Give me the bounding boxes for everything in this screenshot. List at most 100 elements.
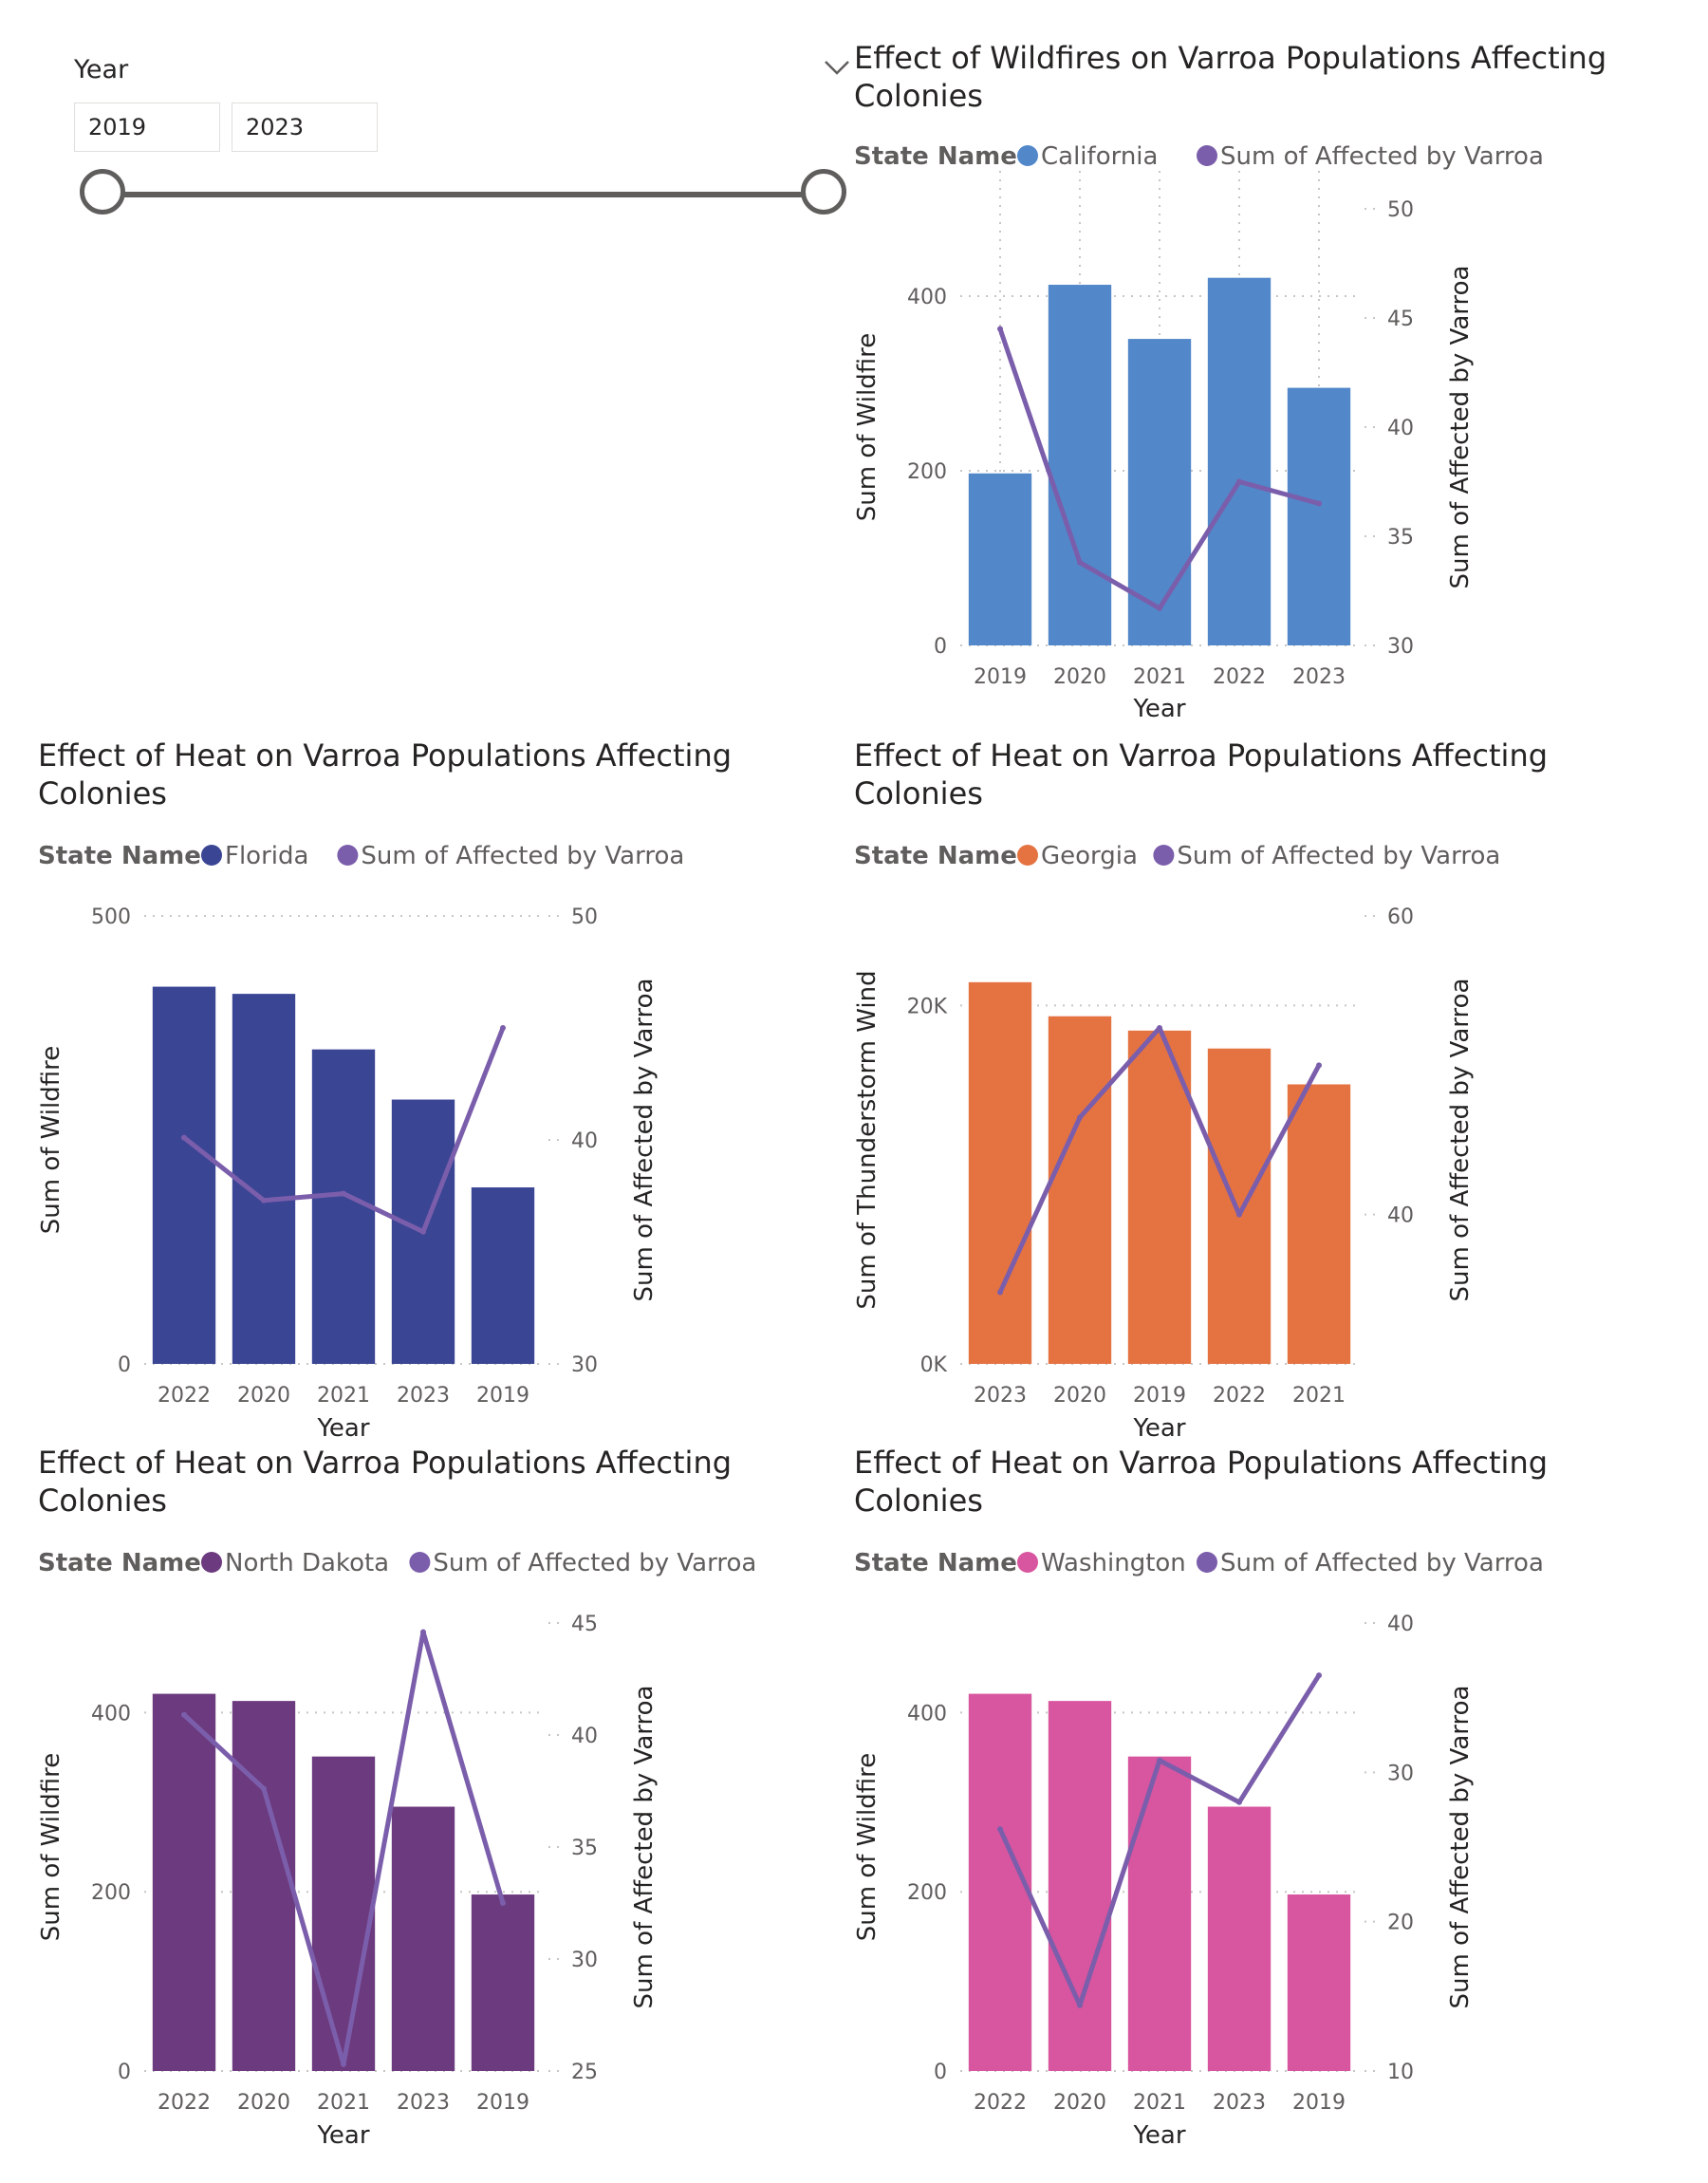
y-tick-label: 0 [118,1353,131,1377]
x-tick-label: 2020 [1053,1384,1106,1408]
y2-tick-label: 10 [1387,2061,1414,2084]
line-point-2019[interactable] [997,326,1003,332]
line-point-2020[interactable] [1077,2002,1083,2008]
line-point-2019[interactable] [500,1025,506,1031]
bar-2023[interactable] [968,981,1032,1364]
line-point-2020[interactable] [1077,559,1083,566]
line-point-2022[interactable] [181,1134,187,1141]
legend-item-washington[interactable]: Washington [1041,1549,1186,1577]
chart-title: Effect of Heat on Varroa Populations Aff… [854,1445,1548,1481]
bar-2021[interactable] [311,1756,376,2071]
slicer-title: Year [74,55,129,84]
bar-2022[interactable] [968,1693,1032,2071]
line-point-2020[interactable] [261,1197,267,1203]
start-year-input[interactable]: 2019 [74,103,220,152]
line-point-2019[interactable] [1316,1672,1322,1679]
bar-2019[interactable] [1287,1894,1351,2071]
bar-2020[interactable] [1048,1701,1112,2071]
legend-item-sum-of-affected-by-varroa[interactable]: Sum of Affected by Varroa [1220,1549,1544,1577]
legend-marker-north-dakota [201,1552,222,1573]
line-point-2023[interactable] [420,1228,426,1235]
bar-2020[interactable] [1048,285,1112,645]
x-tick-label: 2020 [1053,2091,1106,2115]
year-slicer[interactable]: Year 2019 2023 [57,38,854,247]
x-tick-label: 2022 [158,2091,211,2115]
x-axis-label: Year [1132,1414,1185,1443]
north-dakota-svg: Effect of Heat on Varroa Populations Aff… [37,1445,756,2150]
bar-2020[interactable] [232,994,296,1364]
legend-item-sum-of-affected-by-varroa[interactable]: Sum of Affected by Varroa [433,1549,756,1577]
end-year-input[interactable]: 2023 [232,103,378,152]
chevron-down-icon[interactable] [820,53,854,82]
bar-2022[interactable] [1207,277,1272,645]
line-point-2022[interactable] [1236,478,1242,485]
bar-2019[interactable] [1127,1030,1192,1364]
y-tick-label: 200 [907,1881,947,1905]
line-point-2021[interactable] [1157,1757,1162,1763]
line-point-2023[interactable] [1236,1799,1242,1805]
line-point-2022[interactable] [997,1826,1003,1833]
slider-start-handle[interactable] [80,169,125,215]
legend-marker-california [1017,145,1038,166]
legend-item-north-dakota[interactable]: North Dakota [225,1549,389,1577]
line-point-2023[interactable] [997,1289,1003,1296]
bar-2020[interactable] [1048,1016,1112,1364]
bar-2020[interactable] [232,1701,296,2071]
x-axis-label: Year [316,1414,369,1443]
legend-item-california[interactable]: California [1041,142,1158,171]
y2-tick-label: 45 [571,1613,598,1636]
x-tick-label: 2021 [317,2091,370,2115]
bar-2023[interactable] [1287,387,1351,645]
line-point-2021[interactable] [1316,1062,1322,1069]
bar-2019[interactable] [471,1187,535,1364]
y-tick-label: 200 [91,1881,131,1905]
line-point-2019[interactable] [1157,1025,1162,1031]
line-point-2022[interactable] [181,1711,187,1718]
legend-item-georgia[interactable]: Georgia [1041,842,1138,870]
bar-2019[interactable] [471,1894,535,2071]
line-point-2022[interactable] [1236,1211,1242,1218]
legend-title: State Name [854,142,1017,171]
legend-title: State Name [854,842,1017,870]
legend-marker-florida [201,845,222,866]
line-point-2020[interactable] [1077,1114,1083,1121]
bar-2022[interactable] [152,1693,216,2071]
line-point-2023[interactable] [1316,500,1322,507]
x-tick-label: 2023 [974,1384,1027,1408]
legend: State Name North Dakota Sum of Affected by… [38,1549,756,1577]
line-point-2019[interactable] [500,1900,506,1906]
y2-tick-label: 45 [1387,308,1414,331]
y2-tick-label: 25 [571,2061,598,2084]
bar-2021[interactable] [311,1049,376,1364]
slider-track[interactable] [102,192,824,197]
slider-end-handle[interactable] [801,169,846,215]
bar-2023[interactable] [391,1806,455,2071]
chart-north-dakota: Effect of Heat on Varroa Populations Aff… [37,1443,854,2150]
chart-title: Effect of Heat on Varroa Populations Aff… [854,737,1548,774]
y-tick-label: 0 [118,2061,131,2084]
x-tick-label: 2022 [1213,665,1266,689]
legend-item-sum-of-affected-by-varroa[interactable]: Sum of Affected by Varroa [1220,142,1544,171]
x-tick-label: 2022 [974,2091,1027,2115]
line-point-2021[interactable] [341,2061,346,2067]
y2-tick-label: 20 [1387,1912,1414,1935]
legend-item-sum-of-affected-by-varroa[interactable]: Sum of Affected by Varroa [1177,842,1500,870]
line-point-2021[interactable] [341,1190,346,1197]
bar-2021[interactable] [1287,1084,1351,1364]
bar-2023[interactable] [1207,1806,1272,2071]
legend-marker-washington [1017,1552,1038,1573]
bar-2022[interactable] [152,986,216,1364]
line-point-2020[interactable] [261,1785,267,1792]
y-tick-label: 400 [907,286,947,309]
legend-item-florida[interactable]: Florida [225,842,308,870]
y2-tick-label: 40 [1387,417,1414,440]
line-point-2021[interactable] [1157,605,1162,611]
legend: State Name California Sum of Affected by V… [854,142,1544,171]
bar-2021[interactable] [1127,1756,1192,2071]
legend-title: State Name [854,1549,1017,1577]
bar-2021[interactable] [1127,339,1192,645]
line-point-2023[interactable] [420,1629,426,1635]
bar-2022[interactable] [1207,1048,1272,1364]
bar-2019[interactable] [968,473,1032,645]
legend-item-sum-of-affected-by-varroa[interactable]: Sum of Affected by Varroa [361,842,684,870]
